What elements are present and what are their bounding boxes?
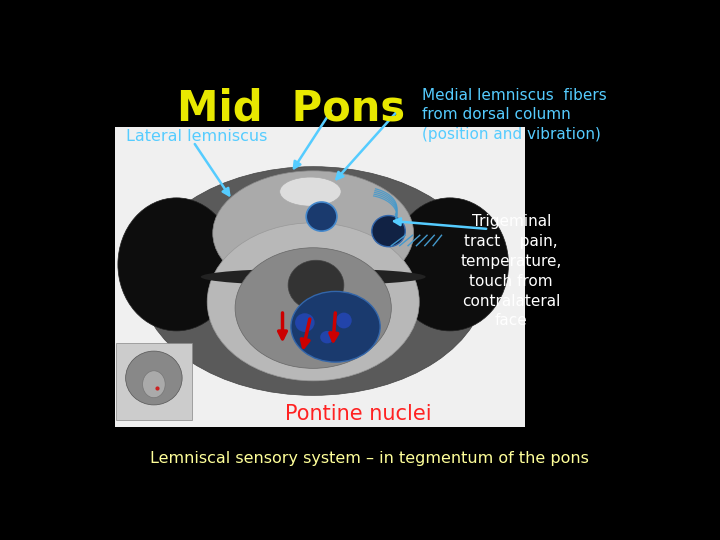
Ellipse shape: [320, 331, 334, 343]
Ellipse shape: [306, 202, 337, 231]
Ellipse shape: [207, 223, 419, 381]
Text: Medial lemniscus  fibers
from dorsal column
(position and vibration): Medial lemniscus fibers from dorsal colu…: [422, 87, 607, 142]
Text: Lemniscal sensory system – in tegmentum of the pons: Lemniscal sensory system – in tegmentum …: [150, 451, 588, 465]
Ellipse shape: [126, 351, 182, 405]
Ellipse shape: [295, 313, 315, 332]
Ellipse shape: [288, 260, 344, 310]
Bar: [115, 127, 526, 427]
Ellipse shape: [291, 292, 380, 362]
Ellipse shape: [143, 371, 165, 397]
Text: Trigeminal
tract    pain,
temperature,
touch from
contralateral
face: Trigeminal tract pain, temperature, touc…: [461, 214, 562, 328]
Ellipse shape: [201, 268, 426, 285]
Text: Lateral lemniscus: Lateral lemniscus: [126, 129, 268, 144]
Ellipse shape: [235, 248, 392, 368]
Text: Pontine nuclei: Pontine nuclei: [284, 404, 431, 424]
Ellipse shape: [372, 215, 405, 247]
Bar: [116, 343, 192, 420]
Ellipse shape: [140, 167, 486, 395]
Ellipse shape: [118, 198, 235, 331]
Text: Mid  Pons: Mid Pons: [177, 87, 405, 130]
Ellipse shape: [279, 177, 341, 206]
Ellipse shape: [392, 198, 508, 331]
Ellipse shape: [336, 313, 351, 328]
Ellipse shape: [213, 171, 414, 295]
